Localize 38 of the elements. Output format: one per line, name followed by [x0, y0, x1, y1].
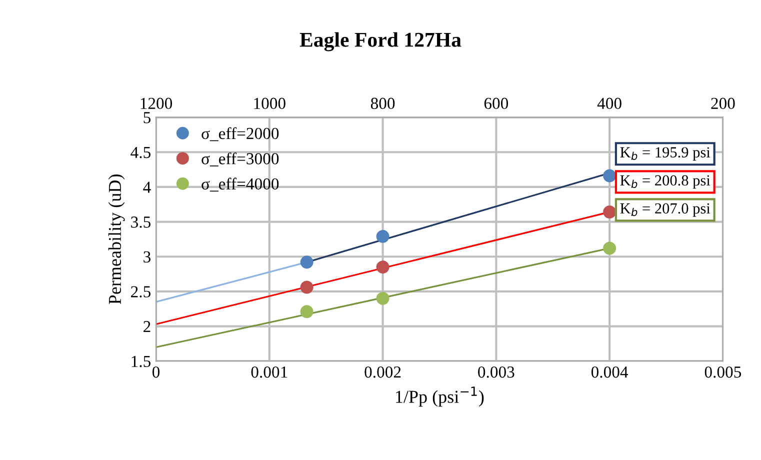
point	[603, 242, 616, 255]
y-tick-label: 5	[144, 112, 150, 124]
y-tick-label: 4	[143, 182, 151, 193]
y-tick-label: 2	[144, 321, 150, 332]
point	[376, 292, 390, 305]
x2-tick-label: 200	[711, 98, 735, 110]
x-axis-title: 1/Pp (psi$^{−1}$)	[396, 386, 484, 407]
x-tick-label: 0.001	[251, 366, 288, 378]
x-tick-label: 0.005	[704, 366, 742, 378]
annotation: K$_{b}$ = 207.0 psi	[620, 203, 710, 217]
point	[300, 256, 314, 269]
x2-tick-label: 600	[484, 98, 508, 110]
x2-tick-label: 1200	[140, 98, 172, 110]
legend-label: σ_eff=3000	[202, 152, 279, 166]
x2-tick-label: 1000	[254, 98, 286, 110]
annotation: K$_{b}$ = 200.8 psi	[620, 175, 710, 189]
y-axis-title: Permeability (uD)	[108, 174, 125, 304]
x2-tick-label: 400	[597, 98, 622, 110]
y-tick-label: 4.5	[130, 146, 150, 158]
y-tick-label: 3	[144, 251, 150, 263]
y-tick-label: 2.5	[131, 286, 150, 298]
x-tick-label: 0.002	[364, 366, 401, 378]
point	[376, 230, 390, 243]
y-tick-label: 1.5	[132, 356, 150, 368]
x2-tick-label: 800	[370, 98, 395, 110]
x-tick-label: 0.004	[591, 366, 628, 378]
y-tick-label: 3.5	[131, 216, 150, 228]
point	[603, 206, 616, 219]
chart-title: Eagle Ford 127Ha	[300, 32, 462, 52]
point	[300, 280, 314, 294]
point	[376, 260, 390, 274]
legend-label: σ_eff=4000	[202, 178, 279, 192]
x-tick-label: 0.003	[478, 366, 514, 378]
point	[300, 305, 314, 318]
point	[603, 169, 616, 182]
x-tick-label: 0	[152, 366, 160, 378]
annotation: K$_{b}$ = 195.9 psi	[620, 147, 710, 161]
legend-label: σ_eff=2000	[202, 127, 279, 142]
